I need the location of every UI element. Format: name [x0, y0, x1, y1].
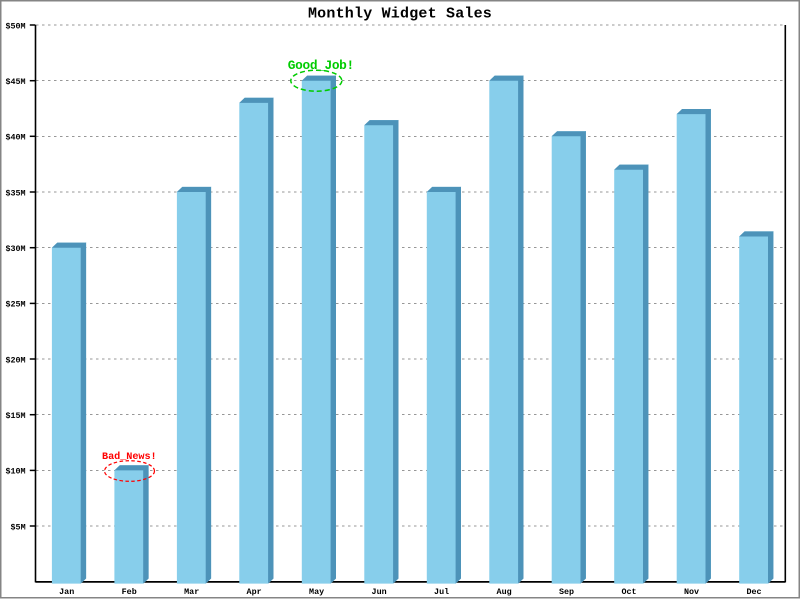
- svg-text:$10M: $10M: [5, 467, 25, 477]
- svg-text:May: May: [309, 587, 324, 597]
- svg-text:$50M: $50M: [5, 21, 25, 31]
- svg-text:Jul: Jul: [434, 587, 449, 597]
- svg-text:Feb: Feb: [122, 587, 137, 597]
- svg-text:Nov: Nov: [684, 587, 699, 597]
- svg-text:$30M: $30M: [5, 244, 25, 254]
- svg-text:$25M: $25M: [5, 300, 25, 310]
- svg-text:Mar: Mar: [184, 587, 199, 597]
- svg-text:$40M: $40M: [5, 133, 25, 143]
- svg-text:Jun: Jun: [372, 587, 387, 597]
- svg-text:Sep: Sep: [559, 587, 574, 597]
- svg-text:Monthly Widget Sales: Monthly Widget Sales: [308, 6, 492, 23]
- svg-text:Dec: Dec: [746, 587, 761, 597]
- svg-text:Aug: Aug: [497, 587, 512, 597]
- svg-text:Oct: Oct: [621, 587, 636, 597]
- svg-text:$45M: $45M: [5, 77, 25, 87]
- svg-text:$20M: $20M: [5, 355, 25, 365]
- svg-text:$35M: $35M: [5, 188, 25, 198]
- svg-text:Good_Job!: Good_Job!: [288, 58, 354, 73]
- svg-text:Apr: Apr: [247, 587, 262, 597]
- svg-text:Jan: Jan: [59, 587, 74, 597]
- svg-text:$5M: $5M: [11, 522, 26, 532]
- svg-text:Bad_News!: Bad_News!: [102, 451, 157, 463]
- svg-text:$15M: $15M: [5, 411, 25, 421]
